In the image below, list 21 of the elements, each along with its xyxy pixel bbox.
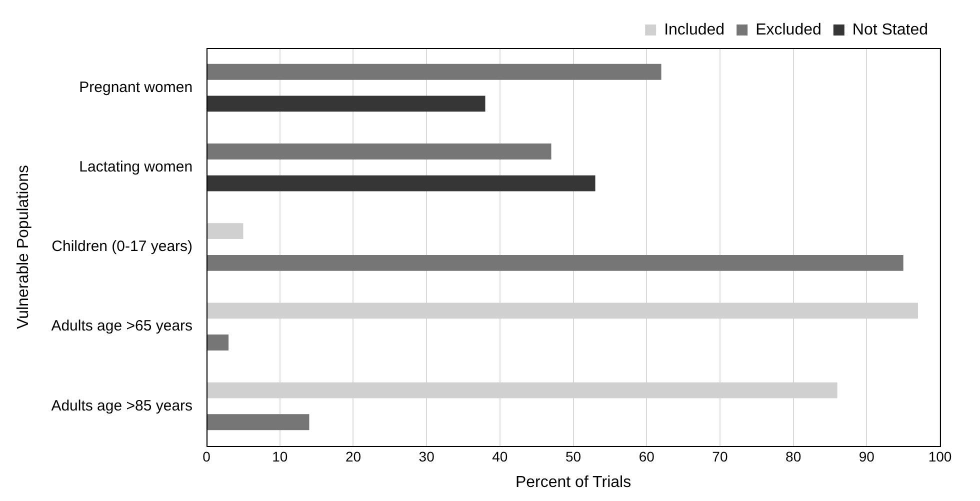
- x-tick-label: 70: [712, 448, 728, 464]
- y-axis-title: Vulnerable Populations: [15, 165, 32, 329]
- x-tick-label: 0: [202, 448, 211, 464]
- x-tick-label: 20: [345, 448, 362, 464]
- x-tick-label: 80: [786, 448, 802, 464]
- x-tick-label: 10: [272, 448, 288, 464]
- y-tick-label: Adults age >85 years: [51, 397, 193, 414]
- x-axis-title: Percent of Trials: [515, 474, 632, 491]
- y-tick-label: Lactating women: [79, 158, 193, 176]
- x-tick-label: 100: [928, 448, 952, 464]
- legend-label: Excluded: [756, 21, 822, 38]
- x-tick-label: 90: [858, 448, 875, 464]
- x-tick-label: 60: [638, 448, 655, 464]
- legend-label: Included: [664, 21, 725, 38]
- y-tick-label: Adults age >65 years: [51, 318, 193, 335]
- y-tick-label: Children (0-17 years): [52, 238, 193, 256]
- y-tick-label: Pregnant women: [79, 78, 193, 96]
- x-tick-label: 30: [418, 448, 435, 464]
- x-tick-label: 50: [565, 448, 582, 464]
- x-tick-label: 40: [492, 448, 508, 464]
- legend-label: Not Stated: [852, 21, 928, 38]
